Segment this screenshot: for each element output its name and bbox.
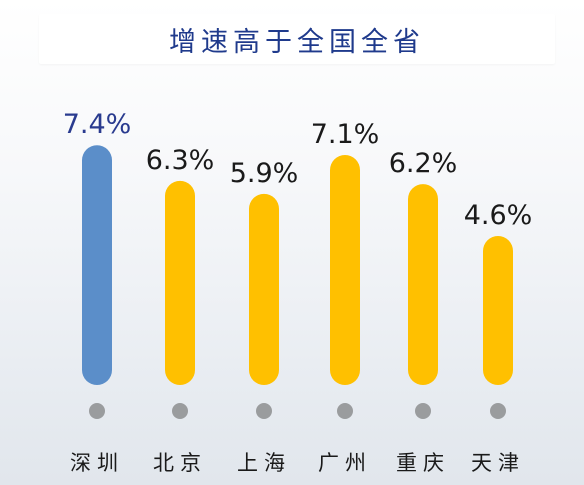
value-label-上海: 5.9% [230,158,299,189]
value-label-深圳: 7.4% [63,109,132,140]
chart-title: 增速高于全国全省 [169,26,425,58]
value-label-天津: 4.6% [464,200,533,231]
chart-title-bar: 增速高于全国全省 [39,14,555,64]
value-label-广州: 7.1% [311,119,380,150]
category-label-广州: 广州 [318,451,372,475]
category-label-深圳: 深圳 [70,451,124,475]
axis-dot-重庆 [415,403,431,419]
bar-深圳 [82,145,112,385]
axis-dot-广州 [337,403,353,419]
axis-dot-天津 [490,403,506,419]
value-label-重庆: 6.2% [389,148,458,179]
category-label-北京: 北京 [153,451,207,475]
category-label-天津: 天津 [471,451,525,475]
bar-广州 [330,154,360,385]
bar-北京 [165,180,195,385]
bar-天津 [483,235,513,385]
bar-重庆 [408,184,438,385]
category-label-上海: 上海 [237,451,291,475]
axis-dot-北京 [172,403,188,419]
category-label-重庆: 重庆 [396,451,450,475]
bar-上海 [249,193,279,385]
value-label-北京: 6.3% [146,145,215,176]
axis-dot-深圳 [89,403,105,419]
axis-dot-上海 [256,403,272,419]
